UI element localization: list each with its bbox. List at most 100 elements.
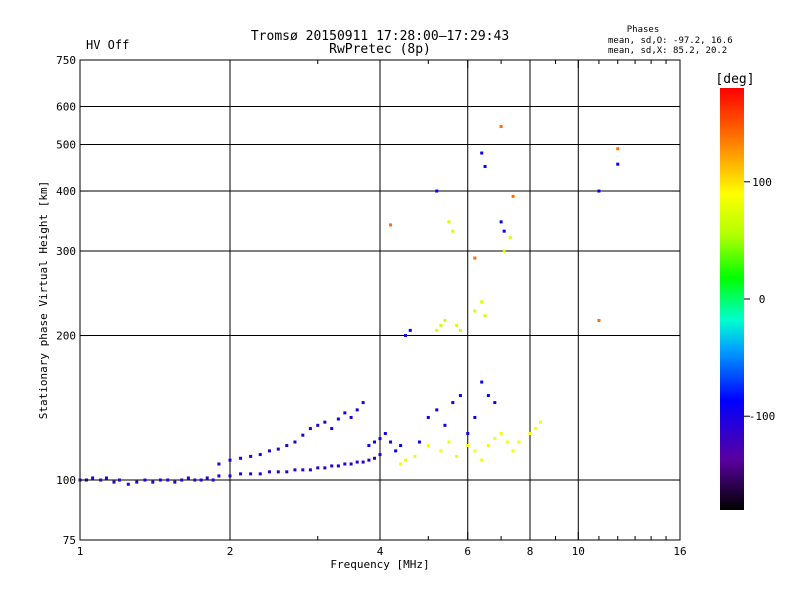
data-point <box>511 194 515 198</box>
data-point <box>143 478 147 482</box>
data-point <box>447 220 451 224</box>
y-tick-label: 100 <box>56 474 76 487</box>
data-point <box>355 408 359 412</box>
colorbar-ticks: 100 0 -100 <box>744 176 775 423</box>
colorbar: [deg] 100 0 -100 <box>715 72 775 510</box>
data-point <box>186 476 190 480</box>
data-point <box>355 460 359 464</box>
data-point <box>228 474 232 478</box>
data-point <box>473 256 477 260</box>
phases-o-stats: mean, sd,O: -97.2, 16.6 <box>608 36 733 46</box>
y-tick-label: 75 <box>63 534 76 547</box>
data-point <box>539 420 543 424</box>
data-points <box>78 125 620 486</box>
data-point <box>126 482 130 486</box>
data-point <box>466 432 470 436</box>
data-point <box>285 444 289 448</box>
data-point <box>228 458 232 462</box>
data-point <box>343 411 347 415</box>
data-point <box>439 449 443 453</box>
data-point <box>597 318 601 322</box>
x-tick-label: 6 <box>464 545 471 558</box>
data-point <box>508 236 512 240</box>
data-point <box>239 456 243 460</box>
data-point <box>249 472 253 476</box>
data-point <box>308 468 312 472</box>
data-point <box>367 444 371 448</box>
colorbar-gradient <box>720 88 744 510</box>
data-point <box>112 480 116 484</box>
data-point <box>301 468 305 472</box>
data-point <box>285 470 289 474</box>
data-point <box>239 472 243 476</box>
grid-lines <box>80 60 680 540</box>
data-point <box>480 151 484 155</box>
data-point <box>486 444 490 448</box>
data-point <box>451 401 455 405</box>
data-point <box>301 433 305 437</box>
data-point <box>517 440 521 444</box>
data-point <box>499 432 503 436</box>
data-point <box>205 476 209 480</box>
data-point <box>528 432 532 436</box>
x-axis: 1 2 4 6 8 10 16 <box>77 60 687 558</box>
data-point <box>480 458 484 462</box>
data-point <box>308 427 312 431</box>
data-point <box>91 476 95 480</box>
chart-subtitle: RwPretec (8p) <box>329 42 431 57</box>
data-point <box>435 328 439 332</box>
data-point <box>394 449 398 453</box>
colorbar-tick-label: 0 <box>759 293 766 306</box>
x-tick-label: 16 <box>673 545 686 558</box>
data-point <box>267 449 271 453</box>
data-point <box>458 328 462 332</box>
data-point <box>336 464 340 468</box>
data-point <box>447 440 451 444</box>
y-tick-label: 500 <box>56 139 76 152</box>
data-point <box>373 440 377 444</box>
x-tick-label: 2 <box>227 545 234 558</box>
data-point <box>267 470 271 474</box>
data-point <box>455 454 459 458</box>
data-point <box>199 478 203 482</box>
data-point <box>117 478 121 482</box>
y-axis: 75 100 200 300 400 500 600 750 <box>56 54 680 547</box>
plot-area: 1 2 4 6 8 10 16 75 100 200 300 400 500 600 750 <box>56 54 687 558</box>
data-point <box>378 453 382 457</box>
data-point <box>367 458 371 462</box>
data-point <box>336 417 340 421</box>
data-point <box>389 440 393 444</box>
colorbar-tick-label: -100 <box>749 410 776 423</box>
data-point <box>330 427 334 431</box>
data-point <box>276 470 280 474</box>
data-point <box>480 380 484 384</box>
data-point <box>330 464 334 468</box>
y-tick-label: 400 <box>56 185 76 198</box>
data-point <box>193 478 197 482</box>
data-point <box>389 223 393 227</box>
data-point <box>493 437 497 441</box>
data-point <box>104 476 108 480</box>
data-point <box>403 458 407 462</box>
data-point <box>378 437 382 441</box>
data-point <box>135 480 139 484</box>
data-point <box>426 415 430 419</box>
data-point <box>466 444 470 448</box>
data-point <box>166 478 170 482</box>
data-point <box>426 444 430 448</box>
data-point <box>486 394 490 398</box>
data-point <box>458 394 462 398</box>
x-tick-label: 1 <box>77 545 84 558</box>
data-point <box>293 468 297 472</box>
data-point <box>533 427 537 431</box>
data-point <box>451 229 455 233</box>
data-point <box>323 466 327 470</box>
data-point <box>383 432 387 436</box>
data-point <box>473 415 477 419</box>
data-point <box>413 454 417 458</box>
data-point <box>258 472 262 476</box>
data-point <box>616 147 620 151</box>
data-point <box>435 408 439 412</box>
data-point <box>211 478 215 482</box>
y-tick-label: 600 <box>56 101 76 114</box>
